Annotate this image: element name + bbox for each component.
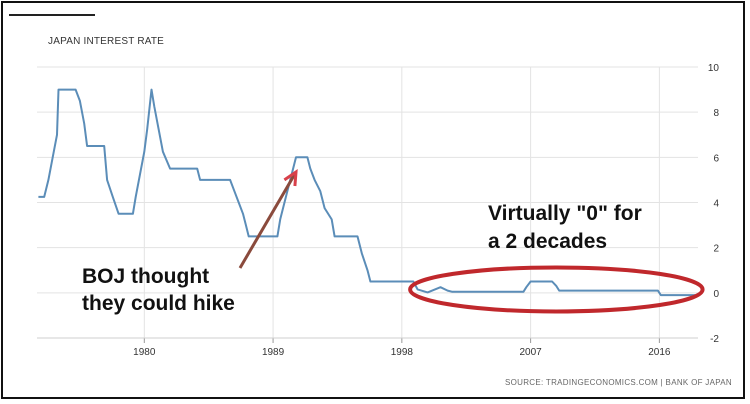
y-tick-label: 2 <box>713 244 719 255</box>
x-tick-label: 2007 <box>519 347 542 358</box>
x-tick-label: 2016 <box>648 347 671 358</box>
y-tick-label: -2 <box>710 334 719 345</box>
x-tick-label: 1989 <box>262 347 285 358</box>
y-tick-label: 4 <box>713 199 719 210</box>
annotation-arrow <box>238 171 298 269</box>
highlight-ellipse <box>408 265 705 314</box>
annotation-arrow-head <box>283 169 298 187</box>
chart-title: JAPAN INTEREST RATE <box>48 36 165 47</box>
chart-source: SOURCE: TRADINGECONOMICS.COM | BANK OF J… <box>504 378 732 387</box>
x-tick-label: 1980 <box>133 347 156 358</box>
annotation-text: they could hike <box>82 292 235 315</box>
y-tick-label: 0 <box>713 289 719 300</box>
y-tick-label: 10 <box>708 63 720 74</box>
annotation-text: BOJ thought <box>82 265 209 288</box>
header-rule <box>9 14 95 16</box>
annotation-text: a 2 decades <box>488 230 607 253</box>
annotation-text: Virtually "0" for <box>488 202 642 225</box>
y-tick-label: 8 <box>713 108 719 119</box>
x-tick-label: 1998 <box>391 347 414 358</box>
y-tick-label: 6 <box>713 153 719 164</box>
series-line <box>38 88 696 297</box>
